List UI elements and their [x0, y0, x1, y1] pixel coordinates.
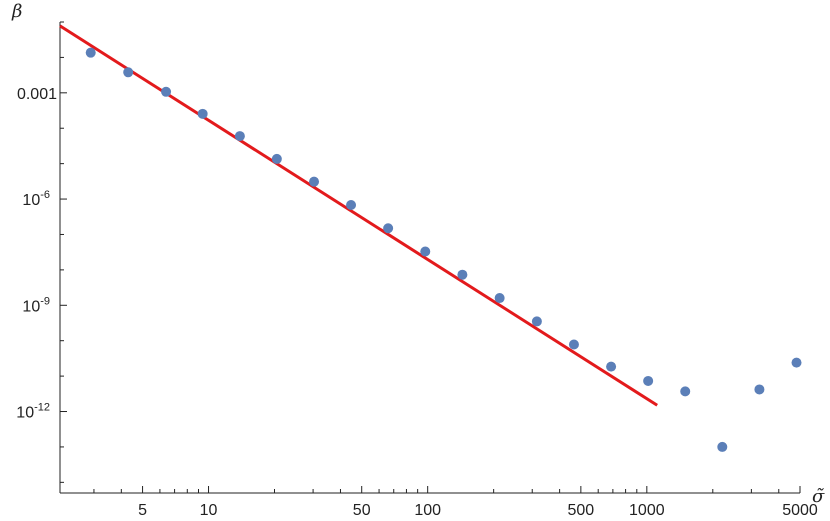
data-point [309, 176, 320, 187]
data-point [531, 316, 542, 327]
data-point [161, 86, 172, 97]
data-point [123, 67, 134, 78]
data-point [383, 223, 394, 234]
data-point [494, 293, 505, 304]
ticks [60, 21, 801, 493]
x-tick-label: 5000 [782, 502, 818, 519]
x-tick-label: 50 [353, 502, 371, 519]
tick-labels: 5 10 50 100 500 1000 5000 0.001 10-6 10-9 10-12 [16, 86, 818, 519]
x-tick-label: 10 [200, 502, 218, 519]
x-axis-label: σ̃ [812, 486, 825, 507]
data-point [234, 131, 245, 142]
axes [59, 22, 800, 494]
y-tick-label: 10-9 [22, 295, 50, 315]
data-point [606, 361, 617, 372]
x-tick-label: 100 [414, 502, 441, 519]
x-tick-label: 500 [568, 502, 595, 519]
data-point [271, 153, 282, 164]
data-point [85, 47, 96, 58]
data-point [791, 357, 802, 368]
data-point [568, 339, 579, 350]
y-tick-label: 10-12 [16, 402, 50, 422]
y-tick-label: 10-6 [22, 189, 50, 209]
data-point [680, 386, 691, 397]
fit-line [59, 24, 658, 407]
x-tick-label: 1000 [629, 502, 665, 519]
y-axis-label: β [11, 1, 22, 22]
data-point [717, 441, 728, 452]
data-point [346, 199, 357, 210]
data-point [643, 375, 654, 386]
series [59, 24, 802, 452]
data-point [754, 384, 765, 395]
data-point [457, 269, 468, 280]
y-tick-label: 0.001 [17, 86, 57, 103]
data-point [420, 246, 431, 257]
data-point [197, 108, 208, 119]
x-tick-label: 5 [138, 502, 147, 519]
